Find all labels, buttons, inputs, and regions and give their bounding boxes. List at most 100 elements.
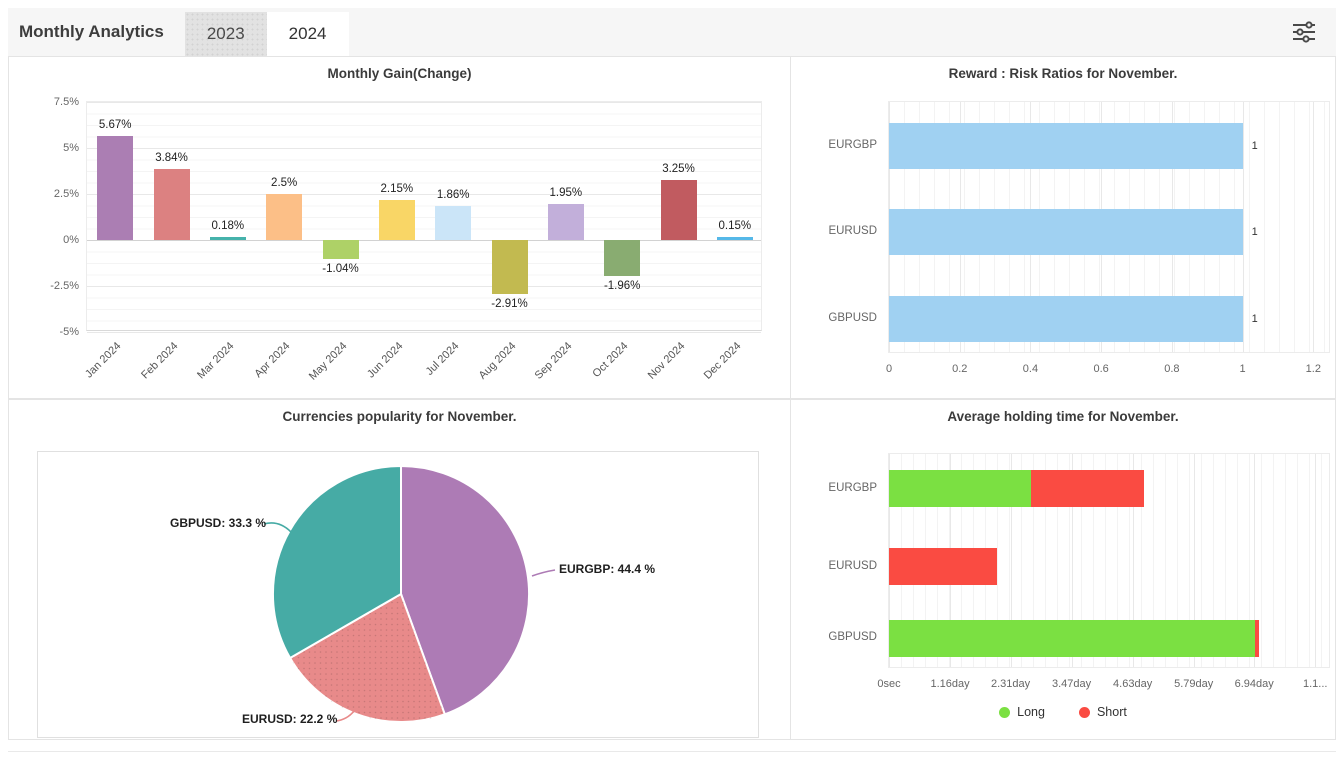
x-axis-category-label[interactable]: Sep 2024 [532,340,575,382]
gridline-y[interactable] [87,286,761,287]
gridline-x[interactable] [1313,102,1315,352]
bar-value-label[interactable]: 1 [1251,140,1258,152]
x-axis-tick-label[interactable]: 6.94day [1234,678,1274,690]
filter-sliders-icon[interactable] [1290,20,1318,44]
bar-jul-2024[interactable] [435,205,472,240]
x-axis-tick-label[interactable]: 1.2 [1305,363,1321,375]
bar-jun-2024[interactable] [378,200,415,240]
y-axis-tick-label[interactable]: 2.5% [53,188,79,200]
legend-item-long[interactable]: Long [999,705,1045,719]
bar-dec-2024[interactable] [716,237,753,240]
y-axis-tick-label[interactable]: -5% [59,326,79,338]
x-axis-tick-label[interactable]: 0sec [877,678,901,690]
gridline-y[interactable] [87,194,761,195]
x-axis-category-label[interactable]: Dec 2024 [701,340,744,382]
bar-feb-2024[interactable] [153,169,190,240]
gridline-x[interactable] [1010,454,1012,667]
bar-value-label[interactable]: -1.04% [322,263,359,276]
category-label-eurusd[interactable]: EURUSD [828,559,877,572]
gridline-x[interactable] [1254,454,1256,667]
bar-value-label[interactable]: 3.84% [155,152,188,165]
bar-value-label[interactable]: 1.86% [436,188,470,201]
x-axis-tick-label[interactable]: 1.16day [930,678,970,690]
category-label-gbpusd[interactable]: GBPUSD [828,631,877,643]
bar-gbpusd-long[interactable] [889,619,1255,657]
pie-label-eurgbp[interactable]: EURGBP: 44.4 % [559,562,656,576]
pie-slice-eurgbp[interactable] [400,465,531,716]
bar-value-label[interactable]: 0.18% [211,219,245,232]
category-label-eurgbp[interactable]: EURGBP [828,481,877,494]
bar-value-label[interactable]: 1.95% [549,187,583,200]
bar-value-label[interactable]: 1 [1251,313,1258,325]
bar-gbpusd-short[interactable] [1254,619,1259,657]
x-axis-tick-label[interactable]: 1 [1239,363,1246,375]
x-axis-category-label[interactable]: Jan 2024 [83,340,124,381]
x-axis-category-label[interactable]: Feb 2024 [138,340,180,382]
category-label-gbpusd[interactable]: GBPUSD [828,312,877,324]
bar-apr-2024[interactable] [266,194,303,240]
x-axis-tick-label[interactable]: 1.1... [1302,678,1328,690]
tab-2023[interactable]: 2023 [184,12,267,56]
pie-slice-gbpusd[interactable] [271,465,402,659]
y-axis-tick-label[interactable]: 0% [63,234,79,246]
bar-value-label[interactable]: 2.5% [271,177,298,189]
gridline-y[interactable] [87,332,761,333]
x-axis-category-label[interactable]: Oct 2024 [590,340,631,381]
x-axis-tick-label[interactable]: 3.47day [1052,678,1092,690]
x-axis-tick-label[interactable]: 0.6 [1093,363,1109,375]
gridline-x[interactable] [1193,454,1195,667]
bar-eurgbp[interactable] [889,123,1243,169]
x-axis-tick-label[interactable]: 0 [885,363,893,375]
pie-label-eurusd[interactable]: EURUSD: 22.2 % [242,712,338,726]
gridline-y[interactable] [87,148,761,149]
category-label-eurusd[interactable]: EURUSD [828,225,877,237]
bar-eurusd-short[interactable] [889,548,997,585]
legend-item-short[interactable]: Short [1078,705,1127,719]
bar-jan-2024[interactable] [97,135,134,240]
bar-value-label[interactable]: 0.15% [718,220,752,233]
bar-oct-2024[interactable] [604,240,641,277]
bar-mar-2024[interactable] [209,236,246,240]
bar-aug-2024[interactable] [491,240,528,294]
y-axis-tick-label[interactable]: 5% [63,142,79,154]
x-axis-category-label[interactable]: Nov 2024 [645,340,687,382]
gridline-x[interactable] [1315,454,1317,667]
x-axis-tick-label[interactable]: 0.4 [1022,363,1039,375]
bar-nov-2024[interactable] [660,180,697,240]
y-axis-tick-label[interactable]: 7.5% [53,96,79,108]
x-axis-category-label[interactable]: Aug 2024 [476,340,518,382]
x-axis-tick-label[interactable]: 5.79day [1174,678,1214,690]
x-axis-tick-label[interactable]: 0.8 [1164,363,1180,375]
bar-value-label[interactable]: 3.25% [662,163,695,176]
bar-value-label[interactable]: -1.96% [603,280,641,293]
x-axis-tick-label[interactable]: 0.2 [952,363,968,375]
gridline-x[interactable] [1132,454,1134,667]
x-axis-tick-label[interactable]: 2.31day [990,678,1031,690]
y-axis-tick-label[interactable]: -2.5% [50,280,79,292]
bar-value-label[interactable]: -2.91% [491,297,528,310]
x-axis-category-label[interactable]: Apr 2024 [252,340,293,381]
tab-2024[interactable]: 2024 [266,12,349,56]
bar-value-label[interactable]: 5.67% [98,118,132,131]
category-label-eurgbp[interactable]: EURGBP [828,139,877,151]
bar-eurgbp-short[interactable] [1031,470,1145,507]
long-legend-dot-icon[interactable] [999,706,1011,718]
x-axis-category-label[interactable]: Jun 2024 [364,340,406,381]
x-axis-tick-label[interactable]: 4.63day [1113,678,1153,690]
bar-sep-2024[interactable] [547,204,584,240]
gridline-x[interactable] [1242,102,1244,352]
short-legend-dot-icon[interactable] [1078,706,1090,718]
bar-value-label[interactable]: 2.15% [380,183,414,196]
bar-eurgbp-long[interactable] [889,470,1032,507]
x-axis-category-label[interactable]: Mar 2024 [194,340,237,382]
x-axis-category-label[interactable]: May 2024 [306,340,349,383]
bar-value-label[interactable]: 1 [1251,226,1258,238]
gridline-x[interactable] [1071,454,1073,667]
gridline-y[interactable] [87,240,761,241]
bar-eurusd[interactable] [889,209,1243,255]
gridline-y[interactable] [87,102,761,103]
bar-gbpusd[interactable] [889,296,1243,342]
pie-label-gbpusd[interactable]: GBPUSD: 33.3 % [170,516,267,530]
bar-may-2024[interactable] [322,240,359,260]
x-axis-category-label[interactable]: Jul 2024 [423,340,462,378]
